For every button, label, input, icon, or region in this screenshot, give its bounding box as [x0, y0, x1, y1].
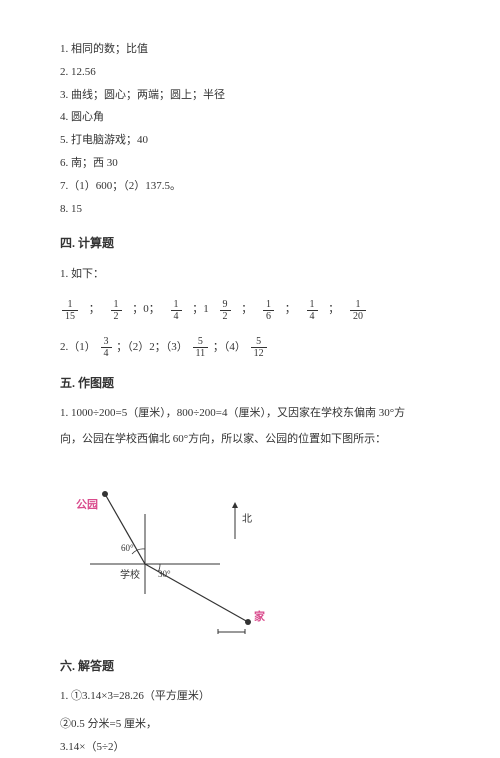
- answer-6: 6. 南；西 30: [60, 154, 440, 174]
- answer-7: 7.（1）600；（2）137.5。: [60, 177, 440, 197]
- section5-title: 五. 作图题: [60, 373, 440, 395]
- diagram-svg: 公园 学校 家 北 60° 30° 0 200米: [70, 464, 300, 634]
- fraction-row-1: 115 ； 12 ；0； 14 ；1 92 ； 16 ； 14 ； 120: [60, 299, 440, 322]
- svg-text:60°: 60°: [121, 543, 134, 553]
- section5-line1: 1. 1000÷200=5（厘米），800÷200=4（厘米），又因家在学校东偏…: [60, 404, 440, 424]
- section6-line2: ②0.5 分米=5 厘米，: [60, 715, 440, 735]
- answer-1: 1. 相同的数；比值: [60, 40, 440, 60]
- section4-q1: 1. 如下：: [60, 265, 440, 285]
- svg-text:学校: 学校: [120, 568, 140, 581]
- section6-title: 六. 解答题: [60, 656, 440, 678]
- answer-2: 2. 12.56: [60, 63, 440, 83]
- section4-q2: 2.（1） 34 ；（2）2；（3） 511 ；（4） 512: [60, 336, 440, 359]
- svg-text:北: 北: [242, 513, 252, 525]
- svg-text:家: 家: [254, 609, 266, 623]
- svg-text:30°: 30°: [158, 569, 171, 579]
- section4-title: 四. 计算题: [60, 233, 440, 255]
- diagram: 公园 学校 家 北 60° 30° 0 200米: [70, 464, 440, 642]
- svg-text:公园: 公园: [76, 498, 98, 511]
- answer-3: 3. 曲线；圆心；两端；圆上；半径: [60, 86, 440, 106]
- section6-line3: 3.14×（5÷2）: [60, 738, 440, 758]
- answer-5: 5. 打电脑游戏；40: [60, 131, 440, 151]
- answer-4: 4. 圆心角: [60, 108, 440, 128]
- answer-8: 8. 15: [60, 200, 440, 220]
- section5-line2: 向，公园在学校西偏北 60°方向，所以家、公园的位置如下图所示：: [60, 430, 440, 450]
- section6-line1: 1. ①3.14×3=28.26（平方厘米）: [60, 687, 440, 707]
